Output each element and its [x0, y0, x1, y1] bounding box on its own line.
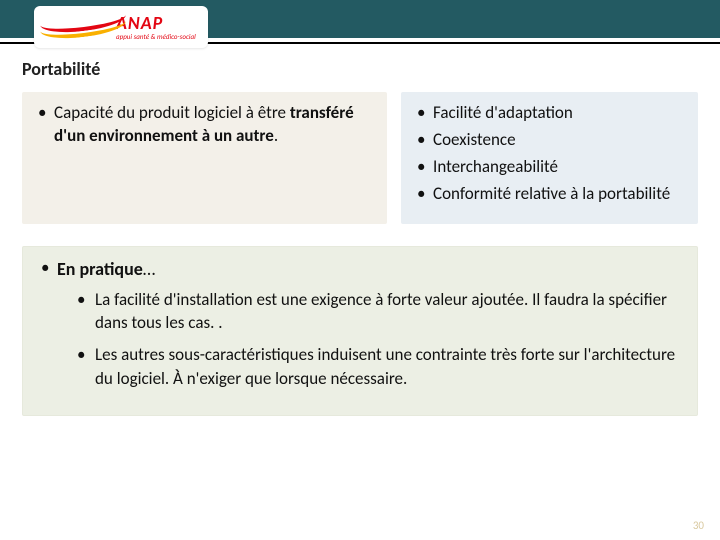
logo-swoosh-icon	[40, 13, 126, 41]
header-bar: ANAP appui santé & médico-social	[0, 0, 720, 38]
characteristics-list: Facilité d'adaptation Coexistence Intercha…	[415, 102, 684, 206]
characteristic-item: Interchangeabilité	[415, 156, 684, 179]
practice-subitem: La facilité d'installation est une exige…	[75, 288, 681, 336]
logo-sub: appui santé & médico-social	[116, 33, 196, 40]
section-title: Portabilité	[22, 58, 698, 80]
characteristic-item: Coexistence	[415, 129, 684, 152]
logo-text: ANAP appui santé & médico-social	[116, 14, 196, 40]
slide: ANAP appui santé & médico-social Portabi…	[0, 0, 720, 540]
page-number: 30	[693, 519, 704, 532]
practice-box: En pratique… La facilité d'installation …	[22, 246, 698, 416]
characteristic-item: Conformité relative à la portabilité	[415, 183, 684, 206]
practice-lead: En pratique… La facilité d'installation …	[39, 257, 681, 391]
content-area: Portabilité Capacité du produit logiciel…	[0, 44, 720, 416]
definition-tail: .	[274, 125, 278, 146]
two-column-row: Capacité du produit logiciel à être tran…	[22, 92, 698, 224]
practice-lead-bold: En pratique	[57, 258, 143, 280]
practice-lead-tail: …	[143, 258, 155, 280]
logo-main: ANAP	[116, 14, 196, 32]
definition-box: Capacité du produit logiciel à être tran…	[22, 92, 387, 224]
characteristic-item: Facilité d'adaptation	[415, 102, 684, 125]
definition-lead: Capacité du produit logiciel à être	[54, 102, 290, 123]
practice-subitem: Les autres sous-caractéristiques induise…	[75, 343, 681, 391]
logo: ANAP appui santé & médico-social	[34, 6, 208, 48]
practice-sublist: La facilité d'installation est une exige…	[57, 288, 681, 391]
characteristics-box: Facilité d'adaptation Coexistence Intercha…	[401, 92, 698, 224]
definition-item: Capacité du produit logiciel à être tran…	[36, 102, 373, 148]
